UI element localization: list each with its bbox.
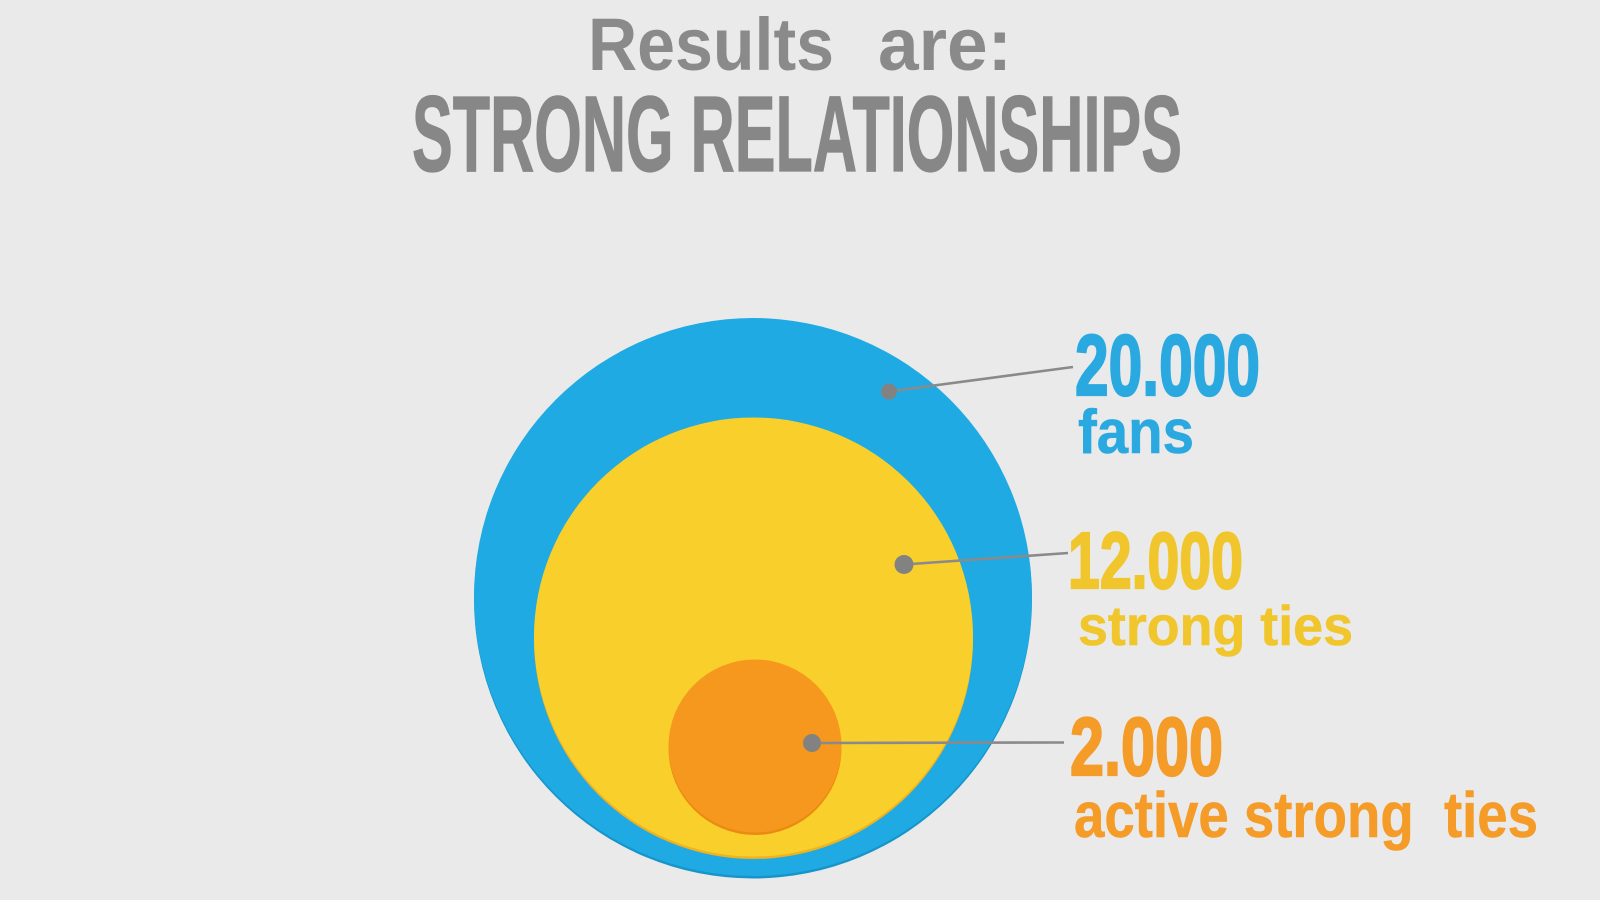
svg-text:20.000: 20.000 [1075,318,1260,414]
svg-text:active strong ties: active strong ties [1074,779,1538,851]
svg-text:Results: Results [588,3,834,86]
svg-text:STRONG RELATIONSHIPS: STRONG RELATIONSHIPS [412,73,1182,194]
svg-text:12.000: 12.000 [1068,516,1243,605]
svg-text:2.000: 2.000 [1070,700,1223,793]
svg-text:are:: are: [878,3,1012,86]
svg-text:strong ties: strong ties [1078,594,1353,657]
svg-text:fans: fans [1078,398,1194,467]
